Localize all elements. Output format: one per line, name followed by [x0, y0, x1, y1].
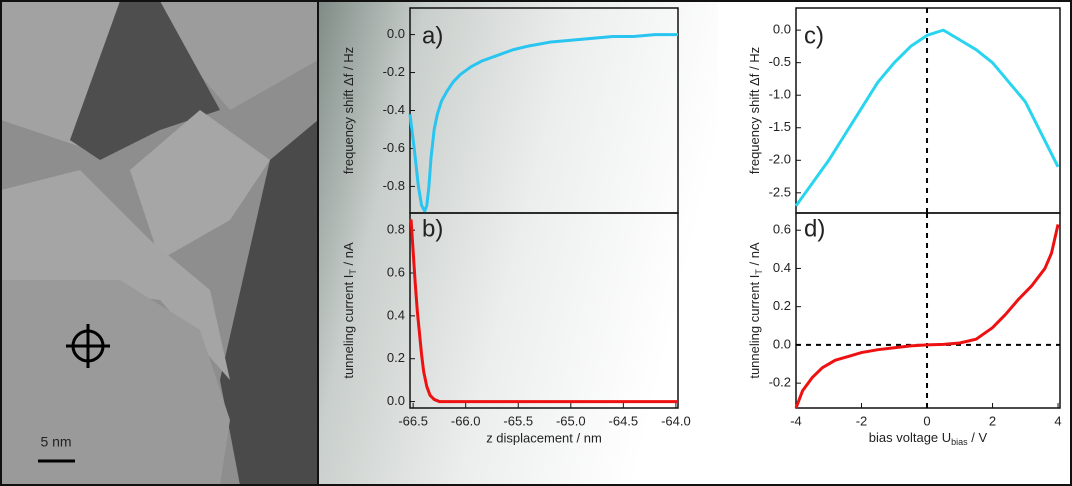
y-tick-label: 0.4	[387, 307, 405, 322]
label-text: bias voltage U	[869, 430, 951, 445]
x-tick-label: 0	[923, 413, 930, 428]
label-sub: T	[754, 269, 764, 275]
panel-label: b)	[422, 215, 443, 242]
panel-label: d)	[804, 215, 825, 242]
y-tick-label: 0.0	[387, 26, 405, 41]
y-axis-label: tunneling current IT / nA	[747, 242, 764, 379]
data-line	[794, 28, 1060, 207]
label-text: tunneling current I	[341, 275, 356, 379]
y-axis-label: tunneling current IT / nA	[341, 242, 358, 379]
y-tick-label: 0.6	[387, 264, 405, 279]
terrace	[130, 110, 270, 260]
label-sub: T	[348, 269, 358, 275]
panel-label: a)	[422, 22, 443, 49]
y-tick-label: 0.0	[387, 393, 405, 408]
x-tick-label: -64.0	[661, 413, 691, 428]
y-tick-label: 0.6	[773, 222, 791, 237]
x-tick-label: -64.5	[609, 413, 639, 428]
x-tick-label: -4	[790, 413, 802, 428]
y-tick-label: -2.0	[769, 152, 791, 167]
y-tick-label: -0.8	[383, 178, 405, 193]
label-unit: / nA	[341, 242, 356, 269]
y-tick-label: -2.5	[769, 184, 791, 199]
y-tick-label: -0.6	[383, 140, 405, 155]
y-tick-label: 0.0	[773, 22, 791, 37]
y-tick-label: -0.2	[383, 64, 405, 79]
terrace	[1, 280, 230, 485]
data-line	[408, 33, 678, 213]
y-tick-label: 0.2	[387, 350, 405, 365]
terrace	[1, 170, 230, 380]
x-axis-label: z displacement / nm	[486, 430, 602, 445]
label-text: frequency shift Δf / Hz	[747, 47, 762, 174]
x-tick-label: -65.0	[556, 413, 586, 428]
y-tick-label: 0.4	[773, 260, 791, 275]
label-unit: / nA	[747, 242, 762, 269]
y-tick-label: 0.2	[773, 298, 791, 313]
data-line	[794, 224, 1060, 409]
x-tick-label: -65.5	[503, 413, 533, 428]
y-tick-label: -1.0	[769, 87, 791, 102]
y-tick-label: 0.8	[387, 222, 405, 237]
step	[220, 120, 318, 485]
label-unit: / V	[968, 430, 988, 445]
step	[70, 1, 220, 160]
label-text: frequency shift Δf / Hz	[341, 47, 356, 174]
label-text: tunneling current I	[747, 275, 762, 379]
y-tick-label: -1.5	[769, 119, 791, 134]
afm-background	[318, 1, 718, 485]
x-tick-label: 2	[989, 413, 996, 428]
x-tick-label: 4	[1054, 413, 1061, 428]
x-tick-label: -2	[856, 413, 868, 428]
y-tick-label: -0.4	[383, 102, 405, 117]
panel-label: c)	[804, 22, 824, 49]
plot-frame	[409, 212, 679, 409]
x-tick-label: -66.0	[451, 413, 481, 428]
y-axis-label: frequency shift Δf / Hz	[341, 47, 356, 174]
y-tick-label: 0.0	[773, 336, 791, 351]
label-sub: bias	[951, 437, 968, 447]
y-axis-label: frequency shift Δf / Hz	[747, 47, 762, 174]
y-tick-label: -0.2	[769, 375, 791, 390]
scale-bar-label: 5 nm	[40, 434, 71, 450]
x-axis-label: bias voltage Ubias / V	[869, 430, 988, 447]
x-tick-label: -66.5	[398, 413, 428, 428]
y-tick-label: -0.5	[769, 54, 791, 69]
terrace	[150, 1, 318, 110]
data-line	[409, 219, 678, 404]
